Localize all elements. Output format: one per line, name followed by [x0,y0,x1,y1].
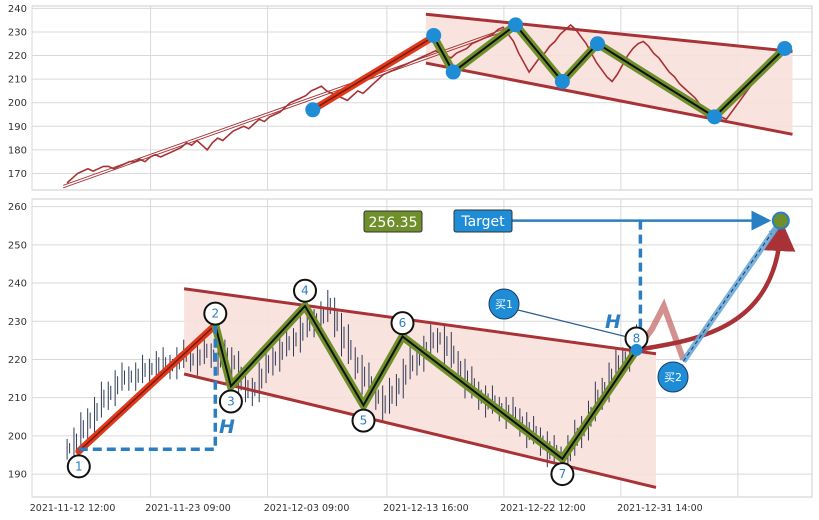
main-y-axis: 190 200 210 220 230 240 250 260 [8,202,27,480]
buy2-label: 买2 [664,371,682,384]
overview-wave-marker [426,27,442,43]
overview-channel-lower [425,61,793,136]
main-x-tick-label: 2021-11-12 12:00 [30,503,116,514]
wave-label-number: 7 [559,467,567,481]
main-x-tick-label: 2021-12-31 14:00 [617,503,703,514]
main-x-axis: 2021-11-12 12:00 2021-11-23 09:00 2021-12-… [30,503,703,514]
overview-y-tick-label: 200 [8,98,27,109]
projection-curve-arrow [636,219,796,353]
main-impulse-core [78,324,216,452]
wave-label-circle [550,462,575,487]
overview-wave-marker [590,36,605,52]
annotation-labels: 256.35 Target H H 买1 买2 [219,209,689,438]
price-label: 256.35 [369,215,418,231]
main-channel-upper [183,287,657,356]
main-y-tick-label: 190 [8,470,27,481]
wave-label-number: 1 [75,459,83,473]
main-wave-core [214,304,638,461]
overview-wave-marker [554,73,570,89]
overview-y-tick-label: 230 [8,27,27,38]
target-box [453,209,513,233]
main-x-tick-label: 2021-12-13 16:00 [383,503,469,514]
overview-y-tick-label: 170 [8,169,27,180]
main-y-tick-label: 210 [8,393,27,404]
main-y-tick-label: 250 [8,240,27,251]
wave-label-number: 3 [227,394,235,408]
overview-wave-marker [445,64,461,80]
h-label-left: H [219,416,235,438]
wave-label-circle [203,301,228,326]
main-x-tick-label: 2021-12-22 12:00 [500,503,586,514]
wave-label-number: 8 [633,331,641,345]
overview-y-tick-label: 240 [8,4,27,15]
main-y-tick-label: 220 [8,355,27,366]
overview-price-line [66,23,789,184]
overview-y-tick-label: 190 [8,122,27,133]
overview-y-tick-label: 220 [8,51,27,62]
main-y-tick-label: 260 [8,202,27,213]
wave-label-circle [293,278,317,303]
buy2-badge [657,361,689,393]
measure-h-left [78,325,218,451]
main-panel: 190 200 210 220 230 240 250 260 2021-11-12 12:0… [8,198,813,514]
wave-8-marker [630,343,643,356]
target-label: Target [460,214,505,230]
wave-label-circle [218,389,243,414]
buy2-target-arrow [682,227,776,362]
main-y-tick-label: 200 [8,431,27,442]
main-channel-lower [183,372,657,489]
wave-label-circle [66,454,91,479]
overview-wave-marker [777,40,793,56]
main-overlays: 1 2 3 4 5 6 7 8 [66,210,796,489]
target-marker [771,211,790,230]
wave-label-number: 5 [360,414,368,428]
overview-y-tick-label: 210 [8,75,27,86]
wave-label-number: 6 [399,316,407,330]
wave-label-number: 4 [301,284,309,298]
overview-wave-marker [305,102,321,118]
buy1-badge [488,288,520,320]
buy1-pointer [517,309,638,342]
overview-y-axis: 170 180 190 200 210 220 230 240 [8,4,27,180]
buy1-label: 买1 [495,298,513,311]
main-y-tick-label: 230 [8,317,27,328]
wave-label-circle [351,408,376,433]
main-x-tick-label: 2021-11-23 09:00 [145,503,231,514]
wave-label-circle [390,311,415,336]
h-label-right: H [605,311,621,333]
overview-panel: 170 180 190 200 210 220 230 240 [8,4,813,191]
main-x-tick-label: 2021-12-03 09:00 [264,503,350,514]
overview-channel-upper [425,12,793,54]
overview-impulse-core [312,36,435,111]
price-box [363,210,423,233]
overview-overlays [63,12,793,189]
main-y-tick-label: 240 [8,279,27,290]
overview-wave-marker [707,109,722,125]
overview-wave-marker [508,17,524,33]
wave-label-number: 2 [211,307,219,321]
overview-y-tick-label: 180 [8,145,27,156]
